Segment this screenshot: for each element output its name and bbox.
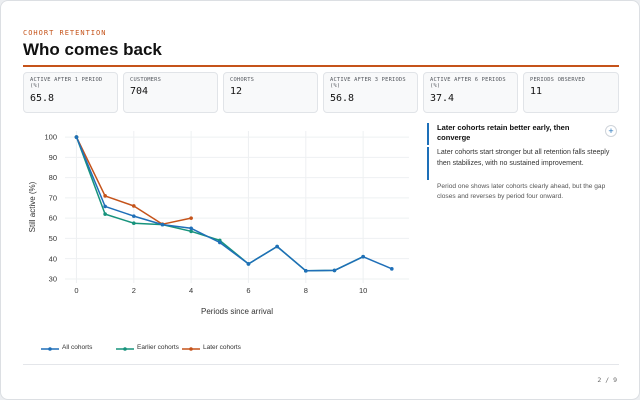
x-tick-label: 10: [359, 286, 367, 295]
kpi-label: ACTIVE AFTER 6 PERIODS (%): [430, 77, 506, 90]
page-title: Who comes back: [23, 40, 162, 59]
legend-swatch: [182, 347, 200, 351]
legend-label: Later cohorts: [203, 344, 241, 351]
data-point-all-cohorts: [390, 267, 394, 271]
data-point-earlier-cohorts: [103, 212, 107, 216]
kpi-label: COHORTS: [230, 77, 255, 83]
data-point-all-cohorts: [189, 226, 193, 231]
kpi-row: ACTIVE AFTER 1 PERIOD (%) 65.8 CUSTOMERS…: [23, 72, 619, 113]
y-tick-label: 60: [49, 214, 57, 223]
title-divider: [23, 65, 619, 67]
data-point-all-cohorts: [74, 135, 79, 139]
retention-chart-svg: 30 40 50 60 70 80 90 100 0 2 4 6 8 10 Periods since a…: [28, 131, 409, 316]
kpi-cohorts: COHORTS 12: [223, 72, 318, 113]
data-point-all-cohorts: [103, 204, 107, 209]
data-point-all-cohorts: [218, 240, 222, 245]
data-point-all-cohorts: [361, 254, 365, 259]
data-point-all-cohorts: [160, 222, 165, 227]
x-axis-label: Periods since arrival: [201, 307, 273, 316]
x-tick-label: 6: [246, 286, 250, 295]
data-point-all-cohorts: [246, 262, 251, 266]
chart-series: [74, 135, 394, 273]
y-tick-label: 80: [49, 173, 57, 182]
kpi-label: ACTIVE AFTER 3 PERIODS (%): [330, 77, 406, 90]
data-point-later-cohorts: [189, 216, 193, 220]
data-point-all-cohorts: [304, 269, 308, 273]
data-point-earlier-cohorts: [132, 221, 136, 226]
data-point-later-cohorts: [103, 194, 107, 198]
y-tick-label: 40: [49, 254, 57, 263]
legend-swatch: [116, 347, 134, 351]
chart-ticks: 30 40 50 60 70 80 90 100 0 2 4 6 8 10: [44, 133, 367, 295]
kpi-value: 56.8: [330, 93, 355, 104]
x-tick-label: 8: [304, 286, 308, 295]
insight-body: Later cohorts start stronger but all ret…: [427, 147, 621, 180]
insight-headline: Later cohorts retain better early, then …: [427, 123, 597, 145]
kpi-periods-observed: PERIODS OBSERVED 11: [523, 72, 619, 113]
insight-note: Period one shows later cohorts clearly a…: [437, 183, 606, 200]
kpi-active-after-1-period: ACTIVE AFTER 1 PERIOD (%) 65.8: [23, 72, 118, 113]
retention-chart: 30 40 50 60 70 80 90 100 0 2 4 6 8 10 Periods since a…: [21, 125, 421, 361]
data-point-all-cohorts: [275, 244, 279, 249]
x-tick-label: 4: [189, 286, 193, 295]
y-axis-label: Still active (%): [28, 181, 37, 232]
kpi-active-after-6-periods: ACTIVE AFTER 6 PERIODS (%) 37.4: [423, 72, 518, 113]
data-point-all-cohorts: [132, 214, 136, 218]
kpi-value: 65.8: [30, 93, 55, 104]
y-tick-label: 30: [49, 275, 57, 284]
kpi-customers: CUSTOMERS 704: [123, 72, 218, 113]
x-tick-label: 2: [132, 286, 136, 295]
kpi-label: PERIODS OBSERVED: [530, 77, 586, 83]
kpi-label: ACTIVE AFTER 1 PERIOD (%): [30, 77, 103, 90]
y-tick-label: 50: [49, 234, 57, 243]
kpi-label: CUSTOMERS: [130, 77, 162, 83]
footer-divider: [23, 364, 619, 365]
y-tick-label: 100: [44, 133, 57, 142]
page-indicator: 2 / 9: [597, 376, 617, 384]
legend-label: Earlier cohorts: [137, 344, 179, 351]
kpi-value: 37.4: [430, 93, 455, 104]
kpi-value: 11: [530, 86, 543, 97]
legend-label: All cohorts: [62, 344, 93, 351]
x-tick-label: 0: [74, 286, 78, 295]
kpi-active-after-3-periods: ACTIVE AFTER 3 PERIODS (%) 56.8: [323, 72, 418, 113]
data-point-later-cohorts: [132, 204, 136, 208]
kpi-value: 12: [230, 86, 243, 97]
data-point-earlier-cohorts: [189, 229, 193, 234]
y-tick-label: 90: [49, 153, 57, 162]
kpi-value: 704: [130, 86, 149, 97]
legend-swatch: [41, 347, 59, 351]
y-tick-label: 70: [49, 193, 57, 202]
chart-grid: [65, 131, 409, 283]
data-point-all-cohorts: [332, 268, 337, 273]
series-line-all-cohorts: [75, 136, 393, 272]
section-eyebrow: COHORT RETENTION: [23, 29, 107, 37]
plus-icon[interactable]: +: [605, 125, 617, 137]
